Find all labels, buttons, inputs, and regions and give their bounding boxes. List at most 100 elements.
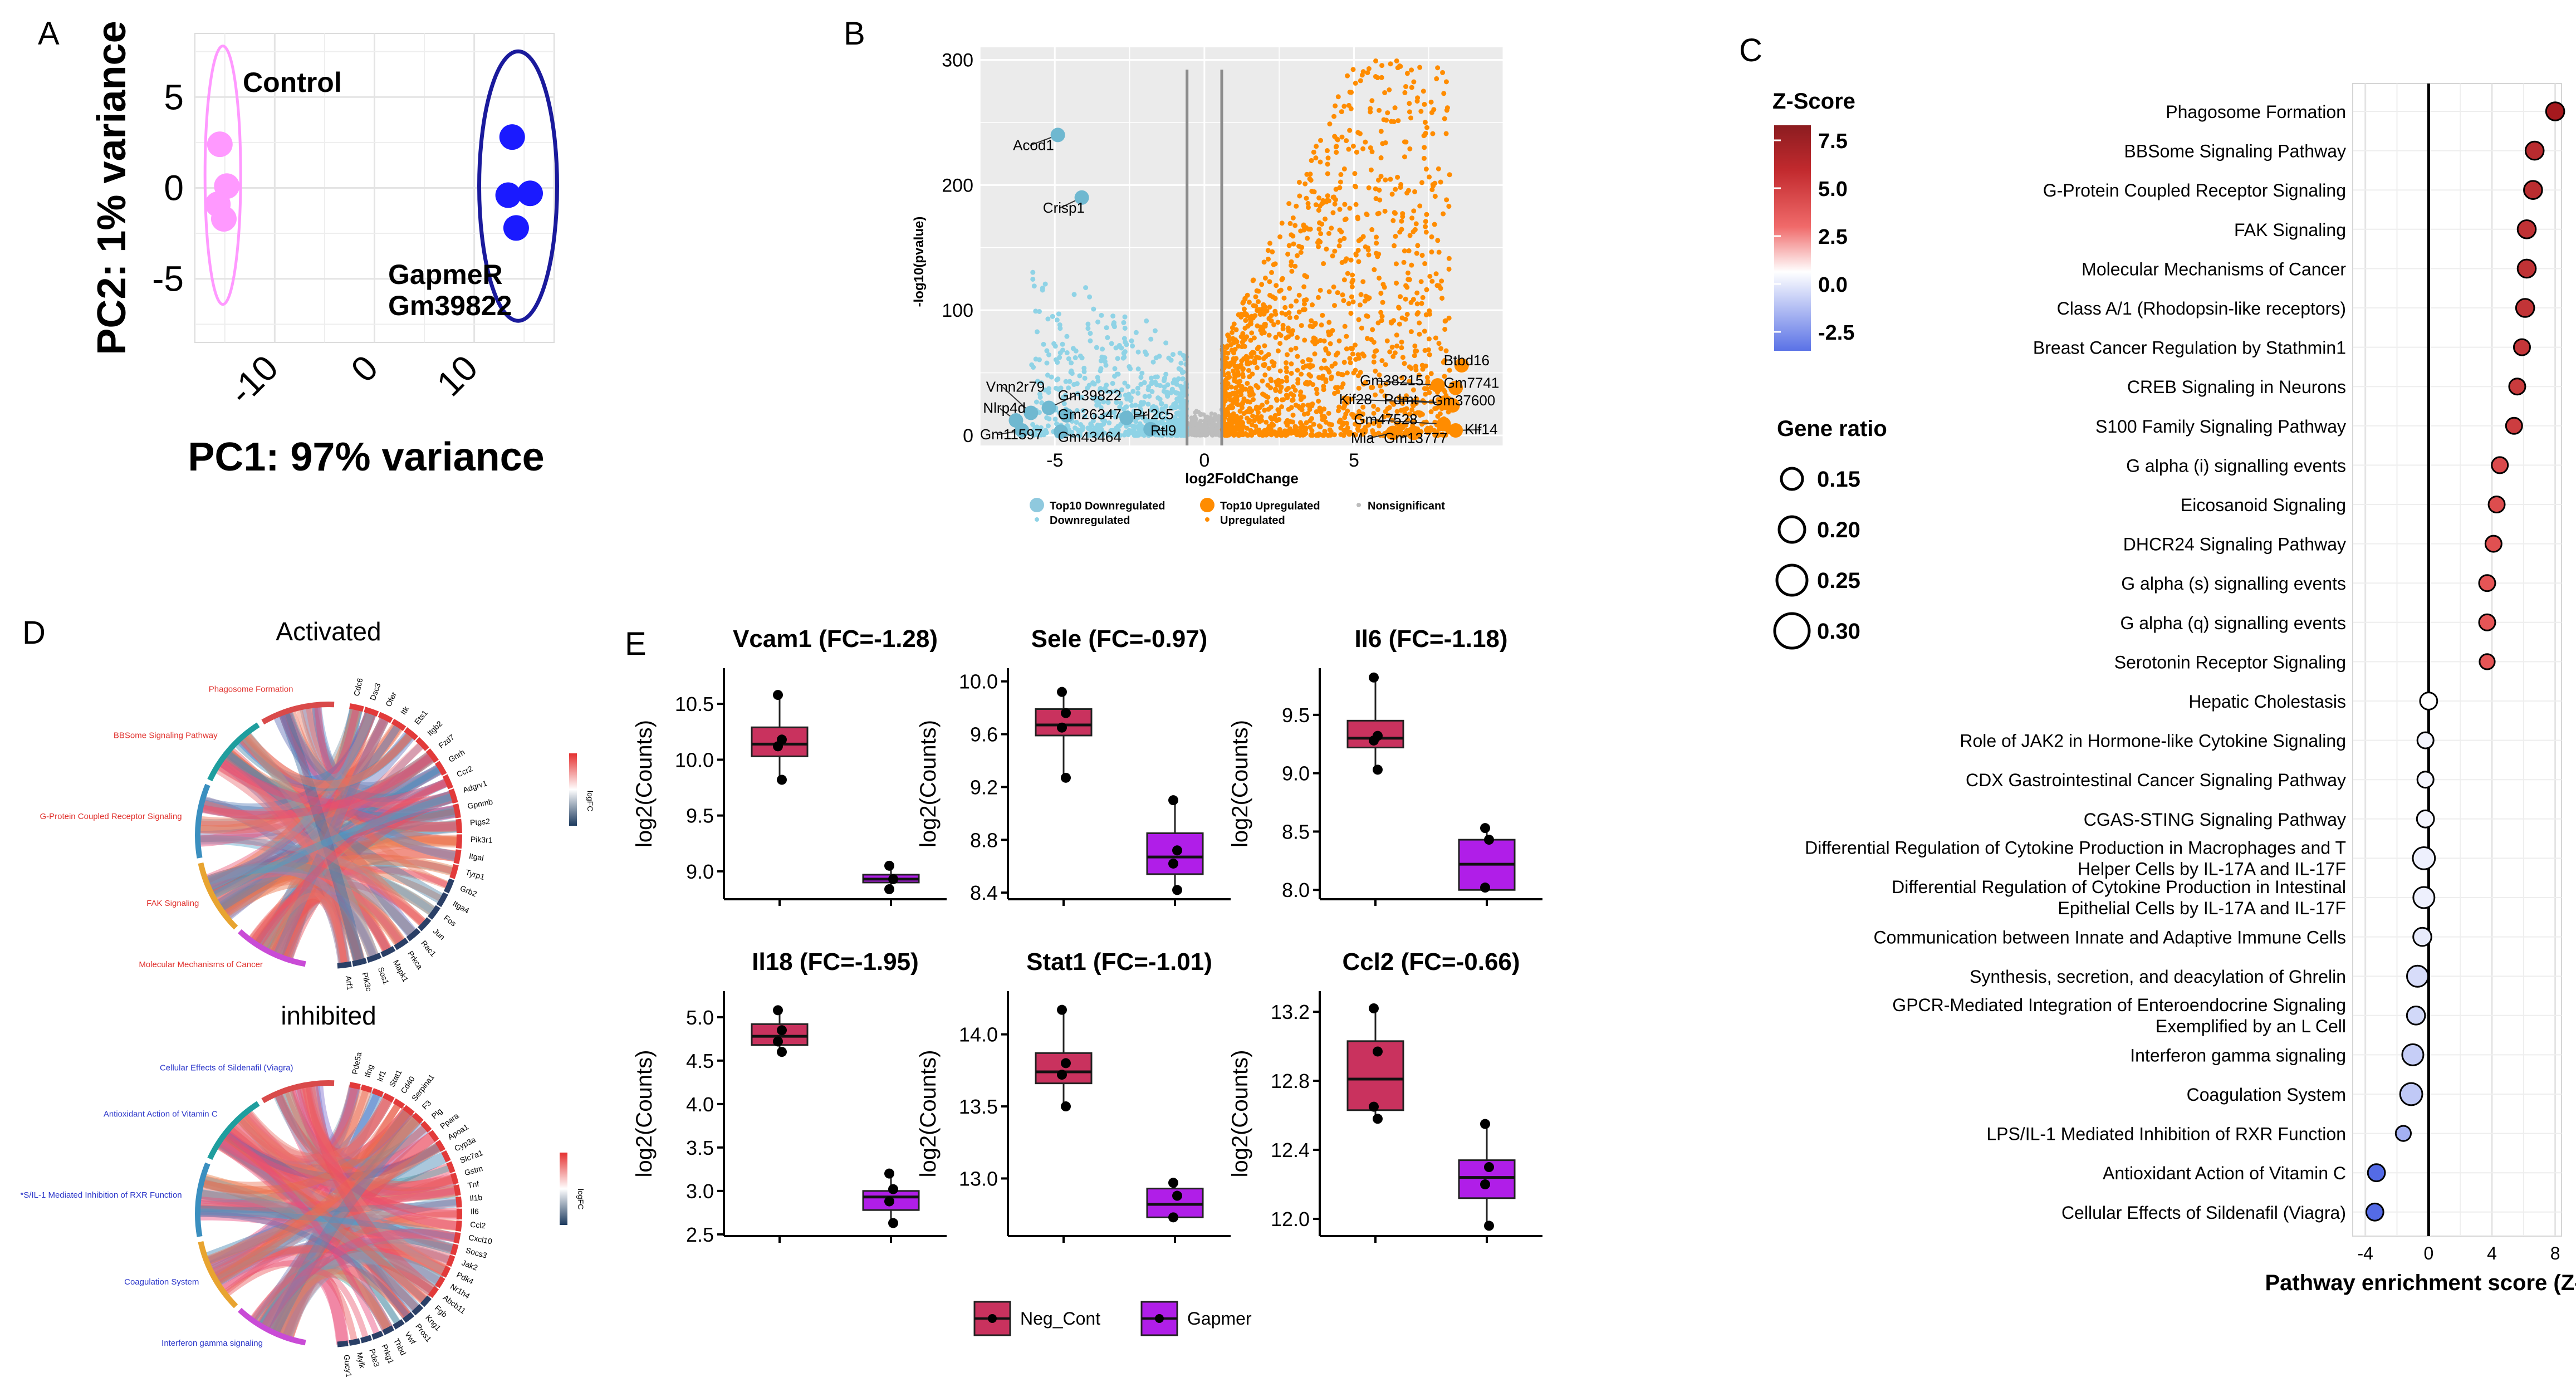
volcano-up-point [1414, 348, 1419, 354]
volcano-up-point [1346, 102, 1351, 108]
volcano-up-point [1237, 423, 1242, 428]
inhibited-gene-arc [450, 1243, 459, 1256]
volcano-up-point [1312, 351, 1318, 357]
pathway-dot [2399, 1082, 2423, 1106]
volcano-up-point [1350, 351, 1355, 357]
volcano-up-point [1427, 390, 1432, 395]
boxplot-ytick-label: 13.5 [959, 1095, 998, 1118]
volcano-down-point [1095, 375, 1100, 380]
activated-ribbon [253, 779, 449, 946]
neg-cont-point [1373, 1114, 1383, 1124]
volcano-up-point [1366, 422, 1372, 428]
volcano-up-point [1299, 371, 1304, 377]
volcano-down-point [1163, 371, 1169, 377]
volcano-gene-label: Gm47528 [1354, 411, 1417, 428]
volcano-up-point [1360, 404, 1366, 410]
inhibited-ribbon [226, 1125, 429, 1305]
volcano-up-point [1310, 382, 1316, 388]
volcano-xtick-label: 0 [1199, 450, 1209, 471]
volcano-nonsig-point [1203, 433, 1208, 438]
volcano-nonsig-point [1193, 415, 1198, 420]
volcano-up-point [1230, 325, 1235, 330]
volcano-down-point [1167, 420, 1173, 426]
volcano-up-point [1431, 107, 1437, 112]
volcano-up-point [1305, 411, 1311, 416]
volcano-down-point [1110, 432, 1115, 438]
boxplot-ytick-label: 12.8 [1271, 1070, 1310, 1092]
volcano-up-point [1263, 419, 1269, 425]
volcano-up-point [1438, 286, 1443, 291]
inhibited-gene-label: Thbd [392, 1337, 408, 1357]
activated-ribbon [212, 875, 347, 965]
volcano-up-point [1272, 308, 1278, 314]
volcano-up-point [1313, 155, 1319, 161]
volcano-up-point [1389, 192, 1395, 197]
volcano-up-point [1339, 259, 1345, 265]
volcano-up-point [1413, 367, 1419, 373]
inhibited-ribbon [216, 1237, 453, 1287]
inhibited-ribbon [303, 1084, 449, 1277]
volcano-up-point [1378, 129, 1384, 134]
activated-ribbon [227, 746, 392, 954]
volcano-up-point [1337, 185, 1343, 190]
volcano-up-point [1417, 320, 1422, 326]
inhibited-ribbon [242, 1109, 448, 1276]
boxplot-ytick-label: 12.0 [1271, 1208, 1310, 1231]
volcano-down-point [1052, 416, 1058, 422]
volcano-up-point [1307, 171, 1313, 177]
volcano-up-point [1434, 405, 1439, 411]
boxplot-ytick-label: 4.5 [686, 1050, 714, 1072]
volcano-up-point [1373, 368, 1378, 374]
activated-ribbon [200, 709, 377, 816]
volcano-up-point [1341, 166, 1347, 171]
pathway-dot [2524, 140, 2545, 161]
volcano-down-point [1110, 313, 1116, 319]
volcano-up-point [1419, 301, 1424, 306]
volcano-down-point [1122, 380, 1128, 386]
zscore-legend-title: Z-Score [1772, 89, 1855, 114]
volcano-up-point [1274, 283, 1279, 288]
volcano-up-point [1447, 367, 1452, 373]
boxplot-ytick-label: 8.4 [970, 881, 998, 904]
volcano-up-point [1342, 415, 1348, 420]
volcano-down-point [1178, 395, 1184, 401]
activated-ribbon [283, 710, 347, 965]
inhibited-ribbon [212, 1244, 436, 1295]
volcano-up-point [1351, 370, 1356, 376]
volcano-up-point [1262, 362, 1267, 367]
inhibited-gene-arc [453, 1232, 461, 1244]
activated-ribbon [204, 709, 377, 887]
volcano-up-point [1403, 84, 1409, 89]
volcano-up-point [1278, 287, 1284, 293]
volcano-up-point [1408, 365, 1414, 371]
volcano-up-point [1313, 336, 1318, 342]
volcano-up-point [1280, 322, 1286, 328]
volcano-up-point [1435, 65, 1441, 71]
volcano-down-point [1145, 387, 1151, 393]
volcano-up-point [1289, 268, 1295, 274]
volcano-up-point [1284, 335, 1289, 341]
volcano-up-point [1382, 208, 1388, 214]
volcano-up-point [1424, 287, 1429, 292]
volcano-up-point [1349, 346, 1355, 351]
volcano-down-point [1139, 370, 1145, 376]
volcano-up-point [1324, 246, 1329, 252]
volcano-down-point [1064, 350, 1070, 355]
volcano-down-point [1163, 404, 1169, 409]
activated-ribbon [224, 748, 417, 938]
volcano-up-point [1240, 374, 1246, 379]
activated-colorbar [569, 753, 577, 826]
inhibited-gene-arc [428, 1130, 439, 1142]
volcano-up-point [1285, 395, 1290, 400]
activated-ribbon [209, 723, 402, 896]
volcano-up-point [1248, 428, 1253, 433]
volcano-up-point [1277, 427, 1282, 432]
volcano-up-point [1248, 321, 1253, 327]
volcano-down-point [1135, 390, 1141, 396]
inhibited-ribbon [205, 1085, 360, 1268]
inhibited-ribbon [258, 1265, 394, 1333]
inhibited-colorbar [560, 1153, 567, 1225]
volcano-up-point [1383, 381, 1389, 387]
volcano-gene-label: Prl2c5 [1133, 406, 1174, 423]
inhibited-ribbon [198, 1189, 458, 1243]
